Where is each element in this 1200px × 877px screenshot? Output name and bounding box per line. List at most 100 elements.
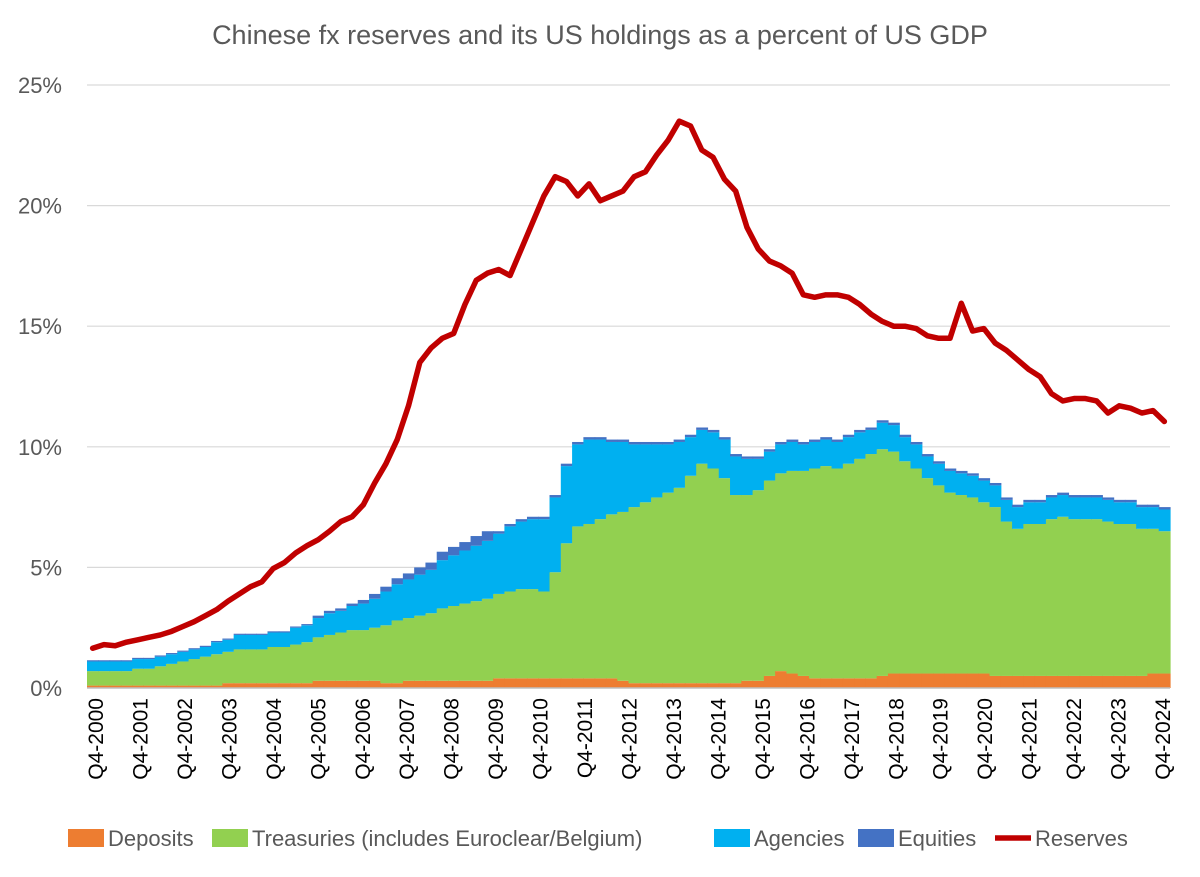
reserves-point <box>171 630 173 632</box>
bar-segment-treasuries <box>233 649 246 684</box>
bar-segment-deposits <box>391 683 404 688</box>
bar-segment-treasuries <box>549 572 562 679</box>
bar-segment-treasuries <box>1068 519 1081 676</box>
bar-segment-equities <box>876 420 889 423</box>
bar-segment-deposits <box>1045 675 1058 688</box>
bar-segment-treasuries <box>504 591 517 679</box>
bar-segment-agencies <box>763 451 776 481</box>
bar-segment-deposits <box>515 678 528 688</box>
bar-segment-equities <box>1136 504 1149 508</box>
reserves-point <box>904 325 906 327</box>
bar-segment-deposits <box>865 678 878 688</box>
x-tick-label: Q4-2001 <box>130 698 153 780</box>
x-tick-label: Q4-2020 <box>974 698 997 780</box>
bar-segment-deposits <box>605 678 618 688</box>
bar-segment-agencies <box>730 456 742 496</box>
bar-segment-treasuries <box>966 497 979 674</box>
bar-segment-deposits <box>1023 675 1036 688</box>
x-tick-label: Q4-2019 <box>930 698 953 780</box>
reserves-point <box>893 325 895 327</box>
bar-segment-deposits <box>775 671 788 688</box>
bar-segment-deposits <box>1124 675 1137 688</box>
bar-segment-agencies <box>1068 497 1081 520</box>
bar-segment-equities <box>730 454 742 457</box>
bar-segment-agencies <box>899 437 912 462</box>
reserves-point <box>870 313 872 315</box>
bar-segment-equities <box>199 645 212 647</box>
bar-segment-deposits <box>651 683 663 688</box>
bar-segment-deposits <box>256 683 269 688</box>
x-tick-label: Q4-2013 <box>663 698 686 780</box>
bar-segment-agencies <box>380 591 393 626</box>
x-tick-label: Q4-2018 <box>885 698 908 780</box>
bar-segment-treasuries <box>425 613 438 681</box>
x-tick-label: Q4-2012 <box>619 698 642 780</box>
reserves-point <box>757 248 759 250</box>
bar-segment-equities <box>718 437 731 440</box>
bar-segment-agencies <box>560 466 573 544</box>
reserves-point <box>881 320 883 322</box>
bar-segment-treasuries <box>1091 519 1103 676</box>
x-tick-label: Q4-2004 <box>263 698 286 780</box>
reserves-point <box>464 303 466 306</box>
reserves-point <box>520 248 522 250</box>
bar-segment-treasuries <box>154 666 167 686</box>
bar-segment-deposits <box>572 678 584 688</box>
bar-segment-treasuries <box>651 497 663 684</box>
x-tick-label: Q4-2010 <box>530 698 553 780</box>
bar-segment-treasuries <box>335 632 348 681</box>
bar-segment-equities <box>933 461 945 464</box>
reserves-point <box>441 337 443 339</box>
bar-segment-treasuries <box>1136 528 1149 676</box>
reserves-point <box>317 539 319 541</box>
bar-segment-equities <box>583 437 596 440</box>
bar-segment-equities <box>312 615 325 619</box>
bar-segment-equities <box>98 660 111 662</box>
legend-label: Deposits <box>108 826 194 851</box>
x-tick-label: Q4-2007 <box>396 698 419 780</box>
bar-segment-equities <box>177 650 190 652</box>
bar-segment-treasuries <box>87 671 99 686</box>
bar-segment-deposits <box>797 675 810 688</box>
bar-segment-agencies <box>1045 497 1058 520</box>
bar-segment-deposits <box>696 683 709 688</box>
x-tick-label: Q4-2002 <box>174 698 197 780</box>
bar-segment-agencies <box>526 519 539 590</box>
bar-segment-treasuries <box>222 651 235 684</box>
x-tick-label: Q4-2023 <box>1108 698 1131 780</box>
bar-segment-equities <box>267 631 280 633</box>
bar-segment-treasuries <box>1057 516 1070 676</box>
bar-segment-equities <box>1102 497 1115 500</box>
bar-segment-treasuries <box>177 661 190 686</box>
bar-segment-agencies <box>910 444 923 469</box>
bar-segment-treasuries <box>1147 528 1160 674</box>
bar-segment-treasuries <box>109 671 122 686</box>
bar-segment-agencies <box>854 432 867 459</box>
reserves-point <box>802 294 804 296</box>
bar-segment-equities <box>628 441 641 445</box>
bar-segment-agencies <box>109 661 122 672</box>
bar-segment-treasuries <box>763 480 776 676</box>
bar-segment-equities <box>256 633 269 635</box>
legend-swatch-equities <box>858 829 894 847</box>
reserves-point <box>791 272 793 274</box>
bar-segment-deposits <box>978 673 991 688</box>
bar-segment-agencies <box>87 661 99 672</box>
bar-segment-deposits <box>662 683 675 688</box>
reserves-point <box>689 125 692 127</box>
bar-segment-treasuries <box>910 468 923 674</box>
bar-segment-deposits <box>1034 675 1047 688</box>
bar-segment-deposits <box>786 673 799 688</box>
bar-segment-treasuries <box>944 492 957 674</box>
bar-segment-deposits <box>87 685 99 688</box>
bar-segment-agencies <box>425 569 438 614</box>
bar-segment-deposits <box>1136 675 1149 688</box>
x-tick-label: Q4-2000 <box>85 698 108 780</box>
bar-segment-treasuries <box>1124 523 1137 676</box>
y-axis: 0% 5% 10% 15% 20% 25% <box>18 73 62 701</box>
bar-segment-treasuries <box>538 591 551 679</box>
reserves-point <box>1073 397 1075 400</box>
bar-segment-agencies <box>481 540 494 599</box>
bar-segment-agencies <box>887 425 900 452</box>
reserves-point <box>148 636 150 638</box>
